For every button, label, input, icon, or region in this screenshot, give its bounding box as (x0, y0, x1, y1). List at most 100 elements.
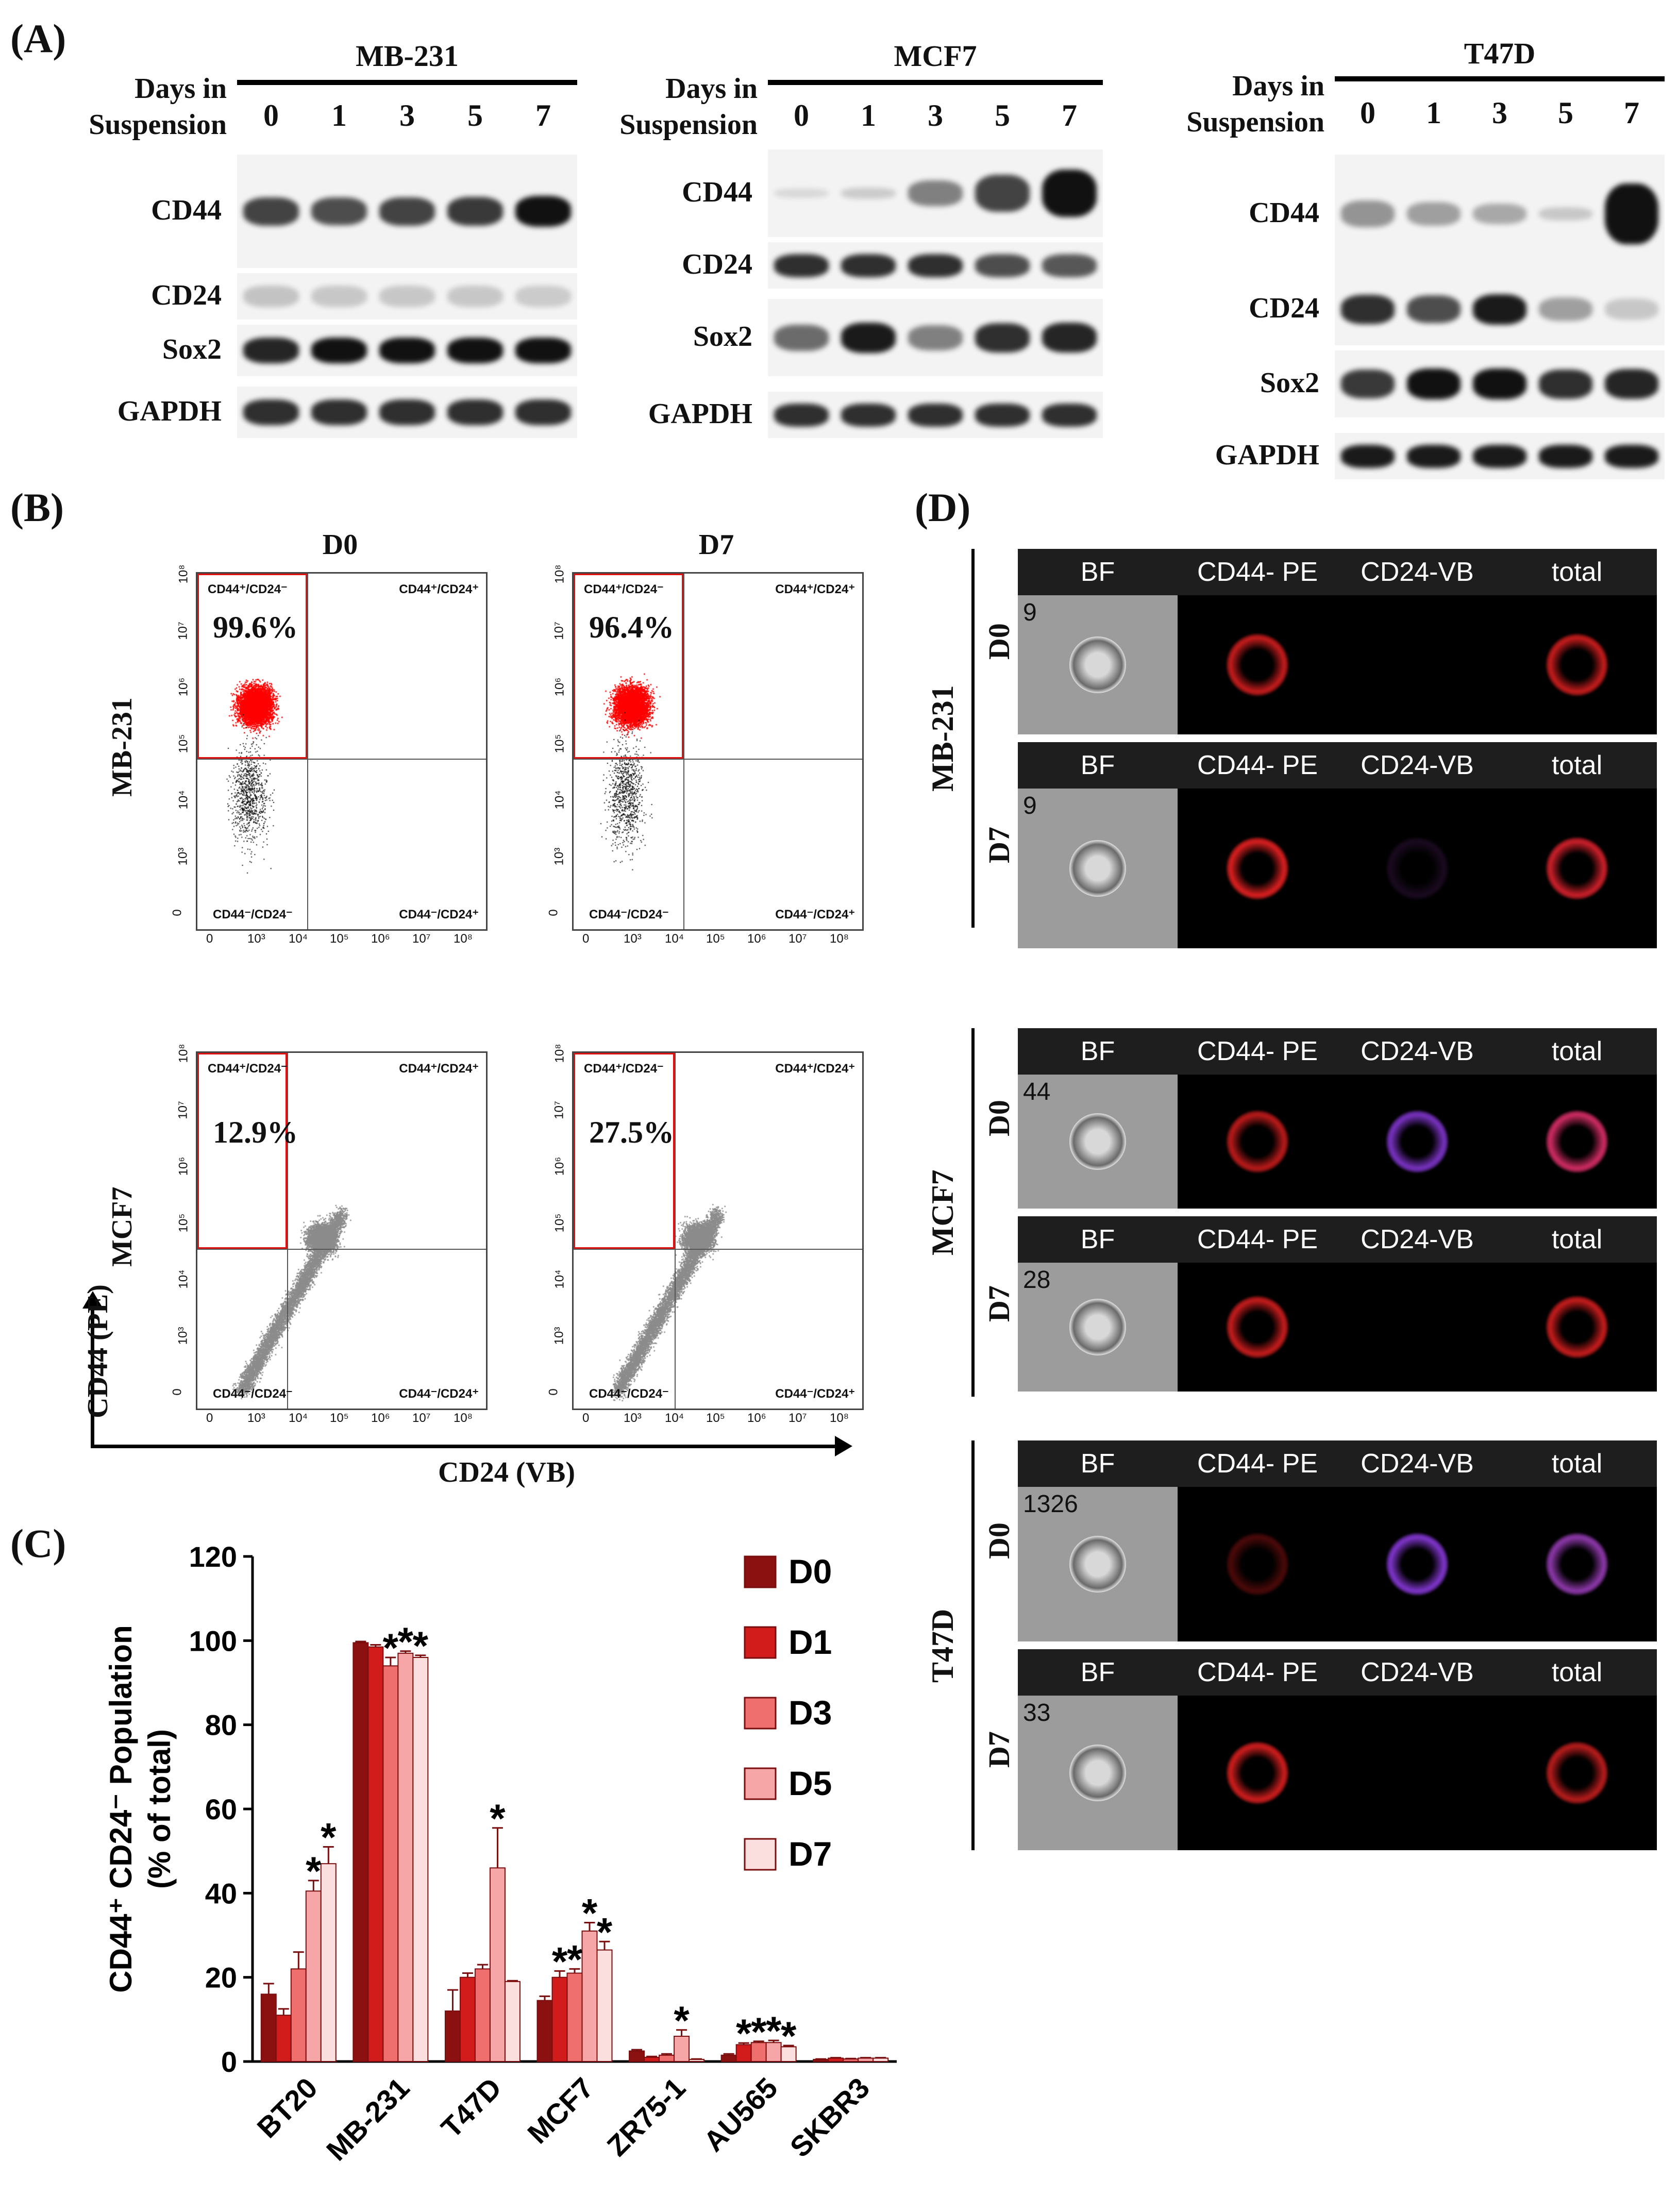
bar-MCF7-D5 (581, 1930, 598, 2062)
blot-strip (768, 149, 1103, 237)
positive-gate (574, 1053, 675, 1249)
channel-header: CD24-VB (1337, 742, 1497, 789)
channel-header: BF (1018, 742, 1178, 789)
group-bracket-line (971, 549, 975, 928)
protein-band (311, 399, 367, 425)
y-axis-label: CD44 (PE) (82, 1284, 114, 1418)
quadrant-line-horizontal (574, 1248, 862, 1250)
gate-percentage: 96.4% (589, 610, 674, 644)
cell-count-label: 33 (1023, 1699, 1051, 1727)
y-axis-arrow-head (82, 1291, 103, 1309)
y-tick-label: 10⁸ (176, 1044, 191, 1063)
fluorescent-cell (1227, 634, 1288, 696)
significance-asterisk: * (751, 2009, 767, 2054)
quadrant-line-vertical (287, 1053, 288, 1409)
x-tick-label: 10³ (624, 932, 642, 946)
legend-label: D7 (788, 1835, 832, 1873)
x-tick-label: 10⁶ (371, 1411, 390, 1425)
x-tick-label: 10⁷ (788, 932, 807, 946)
legend-label: D3 (788, 1694, 832, 1732)
protein-band (1407, 295, 1461, 323)
blot-strip (768, 392, 1103, 438)
y-tick-label: 10⁸ (552, 1044, 567, 1063)
facs-scatter-points (574, 1053, 862, 1409)
protein-band (1605, 298, 1658, 320)
x-tick-label: 10⁶ (371, 932, 390, 946)
protein-band (515, 399, 571, 425)
y-tick-label: 10⁷ (176, 621, 190, 640)
bar-ZR75-1-D1 (644, 2056, 660, 2062)
protein-band (243, 338, 299, 363)
protein-band (1605, 183, 1658, 245)
channel-header: CD44- PE (1178, 1028, 1337, 1075)
protein-band (841, 188, 896, 199)
brightfield-image: 44 (1018, 1075, 1178, 1209)
protein-band (379, 286, 435, 307)
total-image (1497, 1696, 1657, 1850)
channel-header: CD44- PE (1178, 1440, 1337, 1487)
channel-header: total (1497, 742, 1657, 789)
protein-band (975, 403, 1030, 427)
bar-MB-231-D7 (412, 1657, 429, 2062)
x-tick-label: 10⁷ (412, 932, 431, 946)
channel-header: CD24-VB (1337, 1440, 1497, 1487)
legend-label: D0 (788, 1552, 832, 1590)
bar-T47D-D3 (474, 1968, 491, 2062)
channel-header: CD24-VB (1337, 549, 1497, 595)
total-image (1497, 789, 1657, 948)
blot-cell-line-title: MB-231 (356, 39, 459, 73)
x-axis-arrow-head (835, 1436, 852, 1456)
days-label-line1: Days in (1232, 70, 1324, 102)
blot-title-rule (237, 80, 577, 85)
gate-percentage: 12.9% (213, 1115, 298, 1149)
x-tick-label: 10³ (624, 1411, 642, 1425)
cd24-vb-image (1337, 595, 1497, 734)
blot-strip (237, 387, 577, 438)
bar-T47D-D1 (459, 1976, 476, 2063)
blot-strip (1335, 273, 1665, 345)
bar-MCF7-D1 (551, 1976, 568, 2063)
x-category-label: ZR75-1 (600, 2071, 692, 2163)
bar-ZR75-1-D0 (629, 2050, 645, 2062)
channel-header: CD44- PE (1178, 1216, 1337, 1263)
quadrant-line-horizontal (197, 1248, 486, 1250)
blot-row-label: CD44 (1249, 197, 1319, 229)
channel-header: CD44- PE (1178, 1649, 1337, 1696)
lane-number: 7 (1062, 98, 1077, 132)
cell-count-label: 9 (1023, 599, 1037, 626)
protein-band (515, 196, 571, 227)
lane-number: 0 (794, 98, 809, 132)
bar-SKBR3-D5 (858, 2057, 874, 2063)
y-tick-label: 10⁴ (552, 1269, 567, 1289)
blot-row-label: CD24 (151, 279, 222, 311)
blot-row-label: Sox2 (693, 321, 752, 353)
y-tick-label: 10⁶ (176, 677, 191, 697)
bar-ZR75-1-D3 (659, 2054, 675, 2062)
x-tick-label: 10⁸ (454, 932, 473, 946)
channel-header: CD24-VB (1337, 1216, 1497, 1263)
protein-band (1473, 368, 1526, 399)
quadrant-label-ll: CD44⁻/CD24⁻ (213, 908, 293, 921)
protein-band (908, 325, 963, 350)
cell-count-label: 9 (1023, 792, 1037, 819)
y-tick-label: 10⁵ (552, 1213, 567, 1232)
lane-number: 0 (263, 98, 279, 132)
bar-AU565-D0 (720, 2054, 737, 2062)
y-tick-label: 10³ (176, 847, 190, 865)
y-tick-label: 10⁴ (552, 790, 567, 810)
x-tick-label: 10⁶ (747, 932, 766, 946)
gate-percentage: 99.6% (213, 610, 298, 644)
lane-number: 7 (535, 98, 551, 132)
x-tick-label: 10⁵ (330, 932, 349, 946)
significance-asterisk: * (398, 1619, 414, 1664)
facs-row-label: MB-231 (106, 697, 138, 797)
protein-band (1341, 444, 1395, 468)
cd44-pe-image (1178, 789, 1337, 948)
days-label-line1: Days in (665, 73, 758, 105)
blot-title-rule (768, 80, 1103, 85)
y-tick-label: 120 (189, 1541, 237, 1573)
protein-band (311, 286, 367, 307)
quadrant-label-ul: CD44⁺/CD24⁻ (208, 1062, 288, 1076)
significance-asterisk: * (766, 2008, 782, 2053)
facs-column-title: D0 (322, 529, 358, 561)
